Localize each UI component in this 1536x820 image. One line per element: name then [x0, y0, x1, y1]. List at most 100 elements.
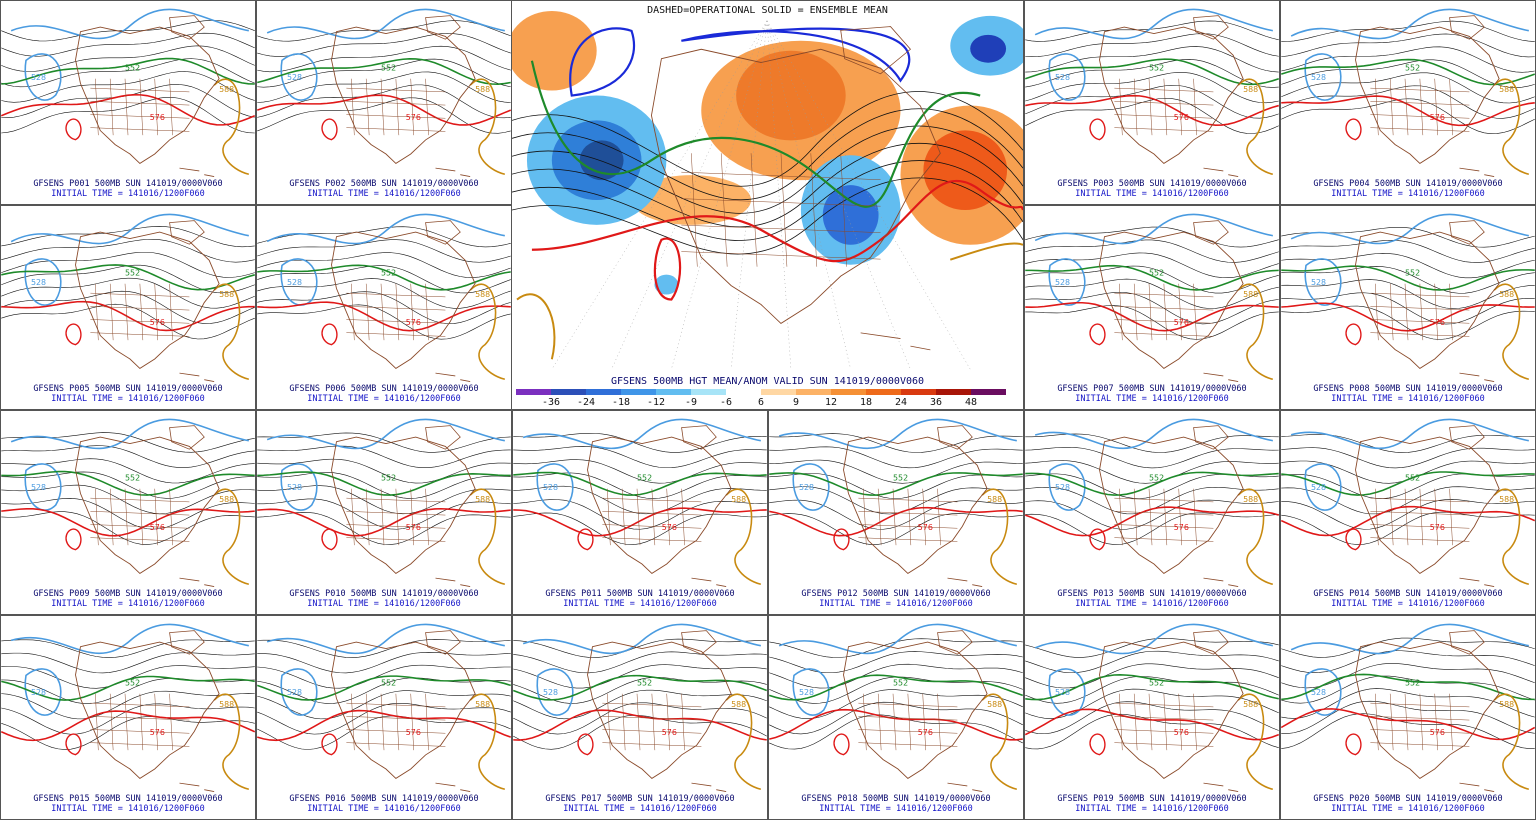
member-initial-time: INITIAL TIME = 141016/1200F060 — [1331, 599, 1485, 609]
svg-text:528: 528 — [287, 483, 302, 492]
colorbar-swatch — [761, 389, 796, 395]
svg-text:552: 552 — [381, 268, 396, 277]
svg-text:528: 528 — [1311, 483, 1326, 492]
svg-text:552: 552 — [1149, 473, 1164, 482]
svg-text:588: 588 — [1243, 700, 1258, 709]
member-map: 528 552 576 588 — [257, 623, 511, 792]
member-panel: 528 552 576 588 GFSENS P014 500MB SUN 141019… — [1280, 410, 1536, 615]
svg-text:552: 552 — [125, 678, 140, 687]
member-title: GFSENS P008 500MB SUN 141019/0000V060 — [1313, 384, 1503, 394]
member-panel: 528 552 576 588 GFSENS P013 500MB SUN 141019… — [1024, 410, 1280, 615]
colorbar-tick-label: 9 — [792, 397, 800, 408]
member-panel: 528 552 576 588 GFSENS P015 500MB SUN 141019… — [0, 615, 256, 820]
svg-text:576: 576 — [150, 728, 165, 737]
svg-text:576: 576 — [1174, 728, 1189, 737]
svg-text:528: 528 — [31, 278, 46, 287]
member-initial-time: INITIAL TIME = 141016/1200F060 — [1075, 804, 1229, 814]
svg-text:552: 552 — [893, 678, 908, 687]
svg-text:576: 576 — [406, 728, 421, 737]
member-panel: 528 552 576 588 GFSENS P012 500MB SUN 141019… — [768, 410, 1024, 615]
member-initial-time: INITIAL TIME = 141016/1200F060 — [819, 804, 973, 814]
member-panel: 528 552 576 588 GFSENS P006 500MB SUN 141019… — [256, 205, 512, 410]
member-initial-time: INITIAL TIME = 141016/1200F060 — [1331, 394, 1485, 404]
svg-text:588: 588 — [475, 495, 490, 504]
member-map: 528 552 576 588 — [1281, 213, 1535, 382]
member-panel: 528 552 576 588 GFSENS P018 500MB SUN 141019… — [768, 615, 1024, 820]
svg-text:528: 528 — [31, 688, 46, 697]
member-title: GFSENS P012 500MB SUN 141019/0000V060 — [801, 589, 991, 599]
member-panel: 528 552 576 588 GFSENS P010 500MB SUN 141019… — [256, 410, 512, 615]
colorbar-swatch — [866, 389, 901, 395]
svg-text:576: 576 — [406, 523, 421, 532]
svg-text:552: 552 — [893, 473, 908, 482]
member-title: GFSENS P001 500MB SUN 141019/0000V060 — [33, 179, 223, 189]
colorbar-swatch — [936, 389, 971, 395]
colorbar-swatch — [586, 389, 621, 395]
colorbar-tick-label: 18 — [859, 397, 873, 408]
svg-text:528: 528 — [1311, 278, 1326, 287]
svg-text:588: 588 — [475, 700, 490, 709]
member-map: 528 552 576 588 — [257, 418, 511, 587]
member-title: GFSENS P016 500MB SUN 141019/0000V060 — [289, 794, 479, 804]
svg-text:552: 552 — [125, 268, 140, 277]
svg-text:588: 588 — [219, 85, 234, 94]
svg-text:552: 552 — [1405, 268, 1420, 277]
ensemble-mean-map — [512, 10, 1023, 370]
member-title: GFSENS P010 500MB SUN 141019/0000V060 — [289, 589, 479, 599]
member-panel: 528 552 576 588 GFSENS P007 500MB SUN 141019… — [1024, 205, 1280, 410]
svg-text:588: 588 — [731, 700, 746, 709]
svg-text:588: 588 — [1243, 85, 1258, 94]
svg-text:588: 588 — [219, 700, 234, 709]
member-panel: 528 552 576 588 GFSENS P003 500MB SUN 141019… — [1024, 0, 1280, 205]
member-map: 528 552 576 588 — [257, 8, 511, 177]
svg-text:588: 588 — [219, 290, 234, 299]
member-panel: 528 552 576 588 GFSENS P019 500MB SUN 141019… — [1024, 615, 1280, 820]
svg-text:528: 528 — [1311, 688, 1326, 697]
svg-text:552: 552 — [381, 473, 396, 482]
colorbar-tick-label: 12 — [824, 397, 838, 408]
member-title: GFSENS P018 500MB SUN 141019/0000V060 — [801, 794, 991, 804]
colorbar-swatch — [726, 389, 761, 395]
svg-text:576: 576 — [1174, 113, 1189, 122]
svg-text:528: 528 — [543, 483, 558, 492]
member-panel: 528 552 576 588 GFSENS P005 500MB SUN 141019… — [0, 205, 256, 410]
svg-text:552: 552 — [1149, 63, 1164, 72]
colorbar-tick-label: 36 — [929, 397, 943, 408]
member-map: 528 552 576 588 — [513, 623, 767, 792]
member-title: GFSENS P006 500MB SUN 141019/0000V060 — [289, 384, 479, 394]
svg-text:552: 552 — [125, 473, 140, 482]
member-initial-time: INITIAL TIME = 141016/1200F060 — [563, 599, 717, 609]
member-panel: 528 552 576 588 GFSENS P008 500MB SUN 141019… — [1280, 205, 1536, 410]
member-initial-time: INITIAL TIME = 141016/1200F060 — [1075, 189, 1229, 199]
member-initial-time: INITIAL TIME = 141016/1200F060 — [51, 599, 205, 609]
svg-text:588: 588 — [1499, 700, 1514, 709]
member-title: GFSENS P020 500MB SUN 141019/0000V060 — [1313, 794, 1503, 804]
member-initial-time: INITIAL TIME = 141016/1200F060 — [307, 189, 461, 199]
main-bottom-label: GFSENS 500MB HGT MEAN/ANOM VALID SUN 141… — [610, 376, 925, 387]
svg-text:528: 528 — [287, 278, 302, 287]
svg-text:576: 576 — [1430, 728, 1445, 737]
colorbar-swatch — [831, 389, 866, 395]
colorbar-swatch — [901, 389, 936, 395]
svg-text:576: 576 — [150, 113, 165, 122]
member-map: 528 552 576 588 — [1281, 418, 1535, 587]
member-panel: 528 552 576 588 GFSENS P004 500MB SUN 141019… — [1280, 0, 1536, 205]
svg-text:528: 528 — [287, 73, 302, 82]
member-initial-time: INITIAL TIME = 141016/1200F060 — [51, 189, 205, 199]
colorbar-swatch — [796, 389, 831, 395]
svg-text:528: 528 — [31, 73, 46, 82]
svg-text:588: 588 — [987, 700, 1002, 709]
svg-text:576: 576 — [1174, 523, 1189, 532]
member-title: GFSENS P002 500MB SUN 141019/0000V060 — [289, 179, 479, 189]
member-map: 528 552 576 588 — [769, 623, 1023, 792]
svg-text:528: 528 — [799, 483, 814, 492]
member-initial-time: INITIAL TIME = 141016/1200F060 — [307, 599, 461, 609]
member-initial-time: INITIAL TIME = 141016/1200F060 — [1075, 599, 1229, 609]
colorbar-tick-label: -12 — [646, 397, 666, 408]
member-initial-time: INITIAL TIME = 141016/1200F060 — [1331, 189, 1485, 199]
colorbar-tick-label: -9 — [684, 397, 698, 408]
svg-text:528: 528 — [1055, 73, 1070, 82]
colorbar-tick-label: -36 — [541, 397, 561, 408]
svg-text:528: 528 — [1311, 73, 1326, 82]
member-map: 528 552 576 588 — [1281, 8, 1535, 177]
